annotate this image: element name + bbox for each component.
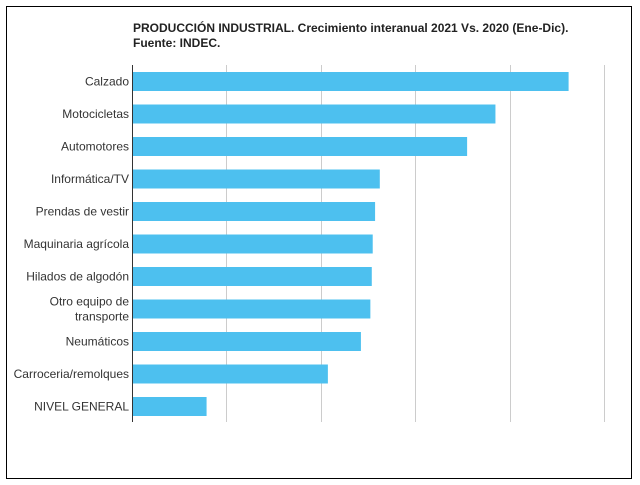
category-label: Prendas de vestir: [36, 205, 129, 219]
category-label: Hilados de algodón: [26, 270, 129, 284]
category-label: NIVEL GENERAL: [34, 400, 129, 414]
category-label: Maquinaria agrícola: [24, 237, 130, 251]
bar: [132, 299, 371, 319]
bar: [132, 72, 569, 91]
category-label: Neumáticos: [66, 335, 129, 349]
bar: [132, 202, 376, 221]
chart-title: PRODUCCIÓN INDUSTRIAL. Crecimiento inter…: [133, 21, 569, 50]
bar: [132, 234, 373, 254]
category-label: Otro equipo de transporte: [50, 295, 130, 324]
bar: [132, 169, 380, 189]
category-label: Carroceria/remolques: [14, 367, 129, 381]
bar: [132, 267, 372, 286]
bar: [132, 137, 468, 156]
category-label: Informática/TV: [51, 172, 129, 186]
bar: [132, 332, 361, 351]
category-label: Calzado: [85, 75, 129, 89]
category-label: Motocicletas: [62, 107, 129, 121]
bar: [132, 397, 207, 416]
bar: [132, 104, 496, 124]
bar: [132, 364, 328, 384]
category-label: Automotores: [61, 140, 129, 154]
